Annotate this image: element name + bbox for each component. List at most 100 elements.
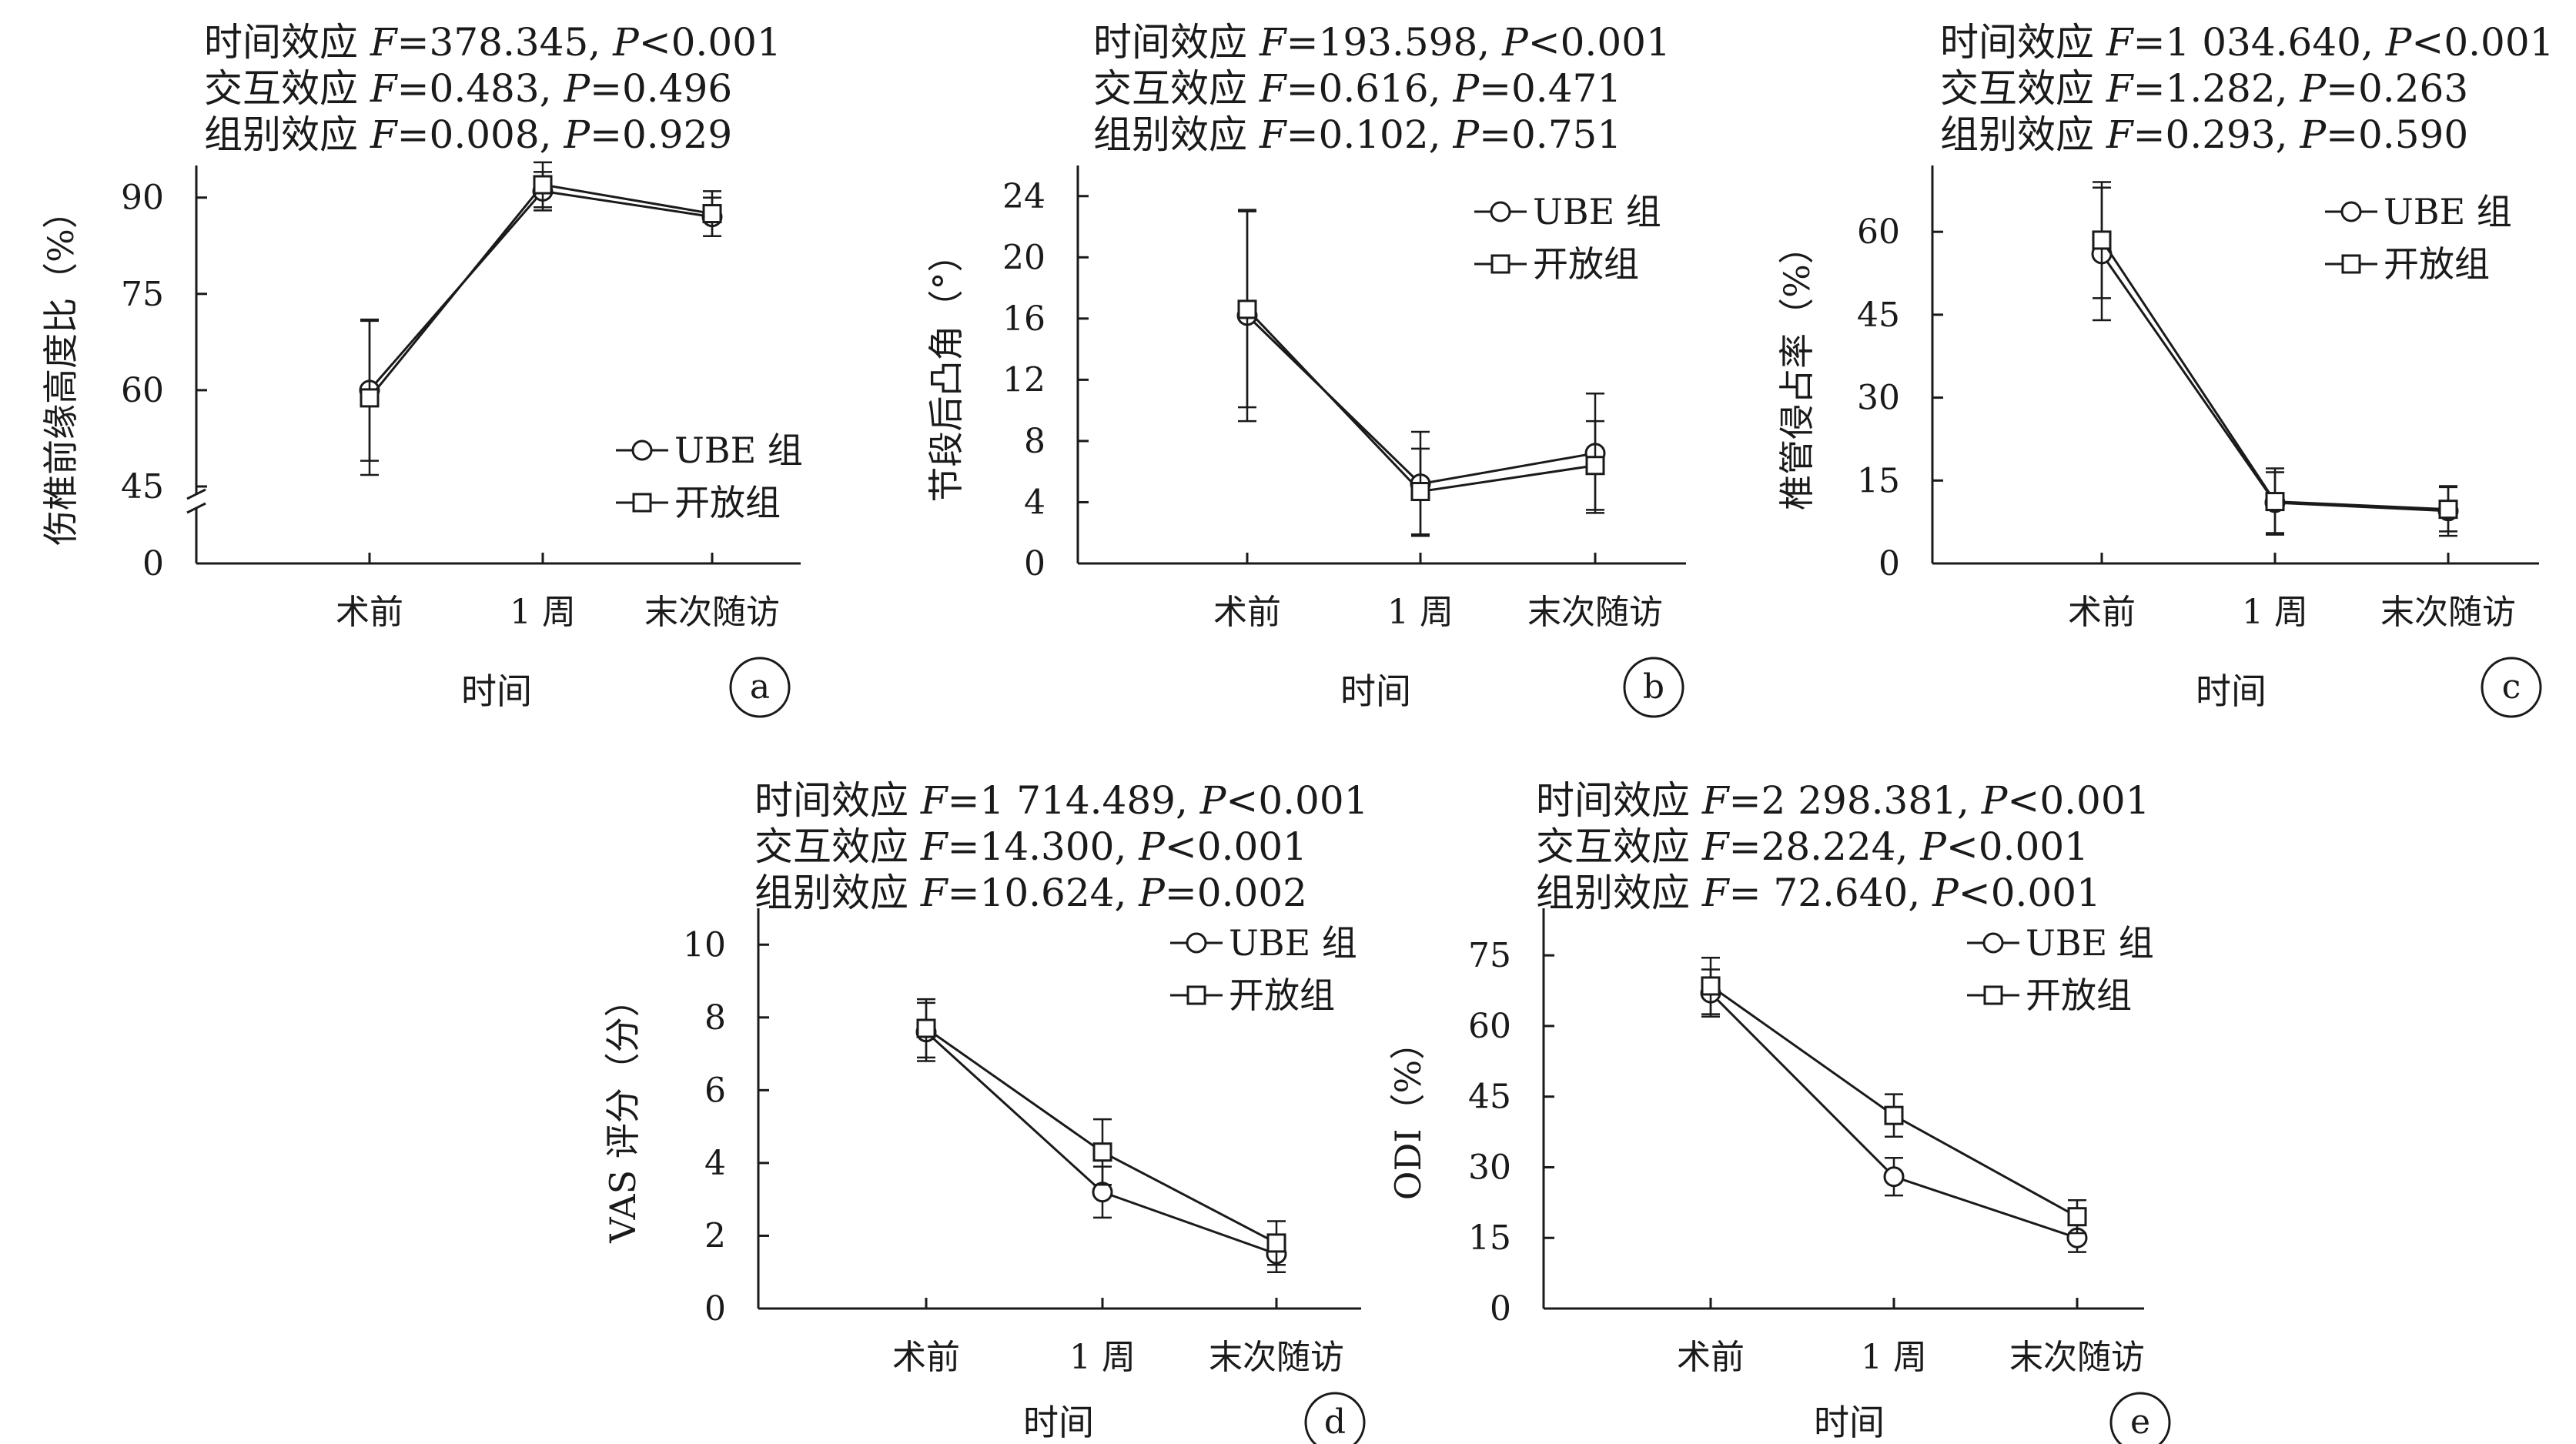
y-tick-label: 4 <box>1024 483 1045 522</box>
y-tick-label: 8 <box>1024 422 1045 461</box>
legend-label: 开放组 <box>1533 243 1639 285</box>
stats-annotation-line: 时间效应 F=378.345, P<0.001 <box>204 20 781 65</box>
y-tick-label: 90 <box>121 179 164 218</box>
panel-label-circle <box>729 657 791 718</box>
x-tick-label: 1 周 <box>1069 1338 1136 1377</box>
y-tick-label: 16 <box>1002 299 1045 339</box>
legend-marker <box>1186 985 1206 1005</box>
y-tick-label: 30 <box>1468 1148 1511 1187</box>
x-tick-label: 1 周 <box>1861 1338 1927 1377</box>
y-tick-label: 8 <box>704 998 726 1038</box>
panel-label: d <box>1324 1402 1346 1442</box>
data-point <box>533 175 553 195</box>
y-tick-label: 12 <box>1002 360 1045 399</box>
y-tick-label: 45 <box>1468 1078 1511 1117</box>
stats-annotation-line: 交互效应 F=14.300, P<0.001 <box>754 824 1307 869</box>
data-point <box>1410 482 1430 502</box>
y-axis-label: 节段后凸角（°） <box>925 237 967 503</box>
data-point <box>360 388 380 408</box>
y-tick-label: 60 <box>121 371 164 410</box>
legend-label: UBE 组 <box>2384 191 2512 232</box>
y-tick-label: 75 <box>1468 936 1511 975</box>
y-tick-label: 0 <box>1490 1289 1511 1329</box>
y-tick-label: 60 <box>1857 212 1900 252</box>
y-tick-label: 2 <box>704 1216 726 1255</box>
legend-label: UBE 组 <box>674 430 803 471</box>
x-tick-label: 末次随访 <box>1527 593 1663 632</box>
y-tick-label: 0 <box>704 1289 726 1329</box>
data-point <box>1092 1142 1112 1162</box>
legend-label: 开放组 <box>1229 974 1335 1016</box>
y-tick-label: 0 <box>142 544 164 583</box>
legend-marker <box>1490 201 1511 222</box>
data-point <box>1701 976 1721 996</box>
x-tick-label: 1 周 <box>1387 593 1454 632</box>
legend-marker <box>1982 932 2004 954</box>
panel-label-circle <box>1623 657 1684 718</box>
x-tick-label: 末次随访 <box>1209 1338 1344 1377</box>
legend-label: 开放组 <box>674 482 781 523</box>
stats-annotation-line: 交互效应 F=0.483, P=0.496 <box>204 66 732 111</box>
legend-marker <box>631 440 653 461</box>
stats-annotation-line: 组别效应 F= 72.640, P<0.001 <box>1536 871 2101 915</box>
panel-label-circle <box>2481 657 2542 718</box>
x-tick-label: 术前 <box>1213 593 1281 632</box>
data-point <box>2438 500 2458 520</box>
legend-marker <box>1186 932 1207 954</box>
y-tick-label: 0 <box>1024 544 1045 583</box>
y-axis-label: ODI（%） <box>1387 1025 1429 1200</box>
x-axis-label: 时间 <box>461 670 532 712</box>
series-line <box>925 1027 1277 1245</box>
y-tick-label: 75 <box>121 275 164 314</box>
series-line <box>368 189 713 391</box>
data-point <box>1884 1105 1904 1125</box>
y-tick-label: 30 <box>1857 379 1900 418</box>
x-tick-label: 1 周 <box>510 593 576 632</box>
x-tick-label: 术前 <box>1677 1338 1745 1377</box>
y-tick-label: 15 <box>1857 461 1900 500</box>
data-point <box>1883 1166 1905 1188</box>
data-point <box>916 1018 936 1038</box>
data-point <box>1237 299 1257 319</box>
data-point <box>2092 230 2112 250</box>
stats-annotation-line: 时间效应 F=193.598, P<0.001 <box>1093 20 1671 65</box>
y-tick-label: 20 <box>1002 238 1045 277</box>
data-point <box>1585 456 1605 476</box>
axis-break-mark <box>186 488 206 500</box>
x-axis-label: 时间 <box>1340 670 1411 712</box>
y-tick-label: 4 <box>704 1144 726 1183</box>
stats-annotation-line: 组别效应 F=0.008, P=0.929 <box>204 112 732 157</box>
legend-marker <box>2341 254 2361 274</box>
legend-label: UBE 组 <box>1229 922 1357 964</box>
y-tick-label: 0 <box>1878 544 1900 583</box>
stats-annotation-line: 组别效应 F=0.293, P=0.590 <box>1940 112 2468 157</box>
panel-label: c <box>2502 667 2521 707</box>
stats-annotation-line: 交互效应 F=28.224, P<0.001 <box>1536 824 2089 869</box>
x-axis-label: 时间 <box>1023 1402 1094 1443</box>
panel-label: b <box>1643 667 1664 707</box>
legend-marker <box>1983 985 2003 1005</box>
data-point <box>2265 492 2285 512</box>
y-tick-label: 15 <box>1468 1218 1511 1258</box>
x-axis-label: 时间 <box>1814 1402 1885 1443</box>
legend-label: 开放组 <box>2384 243 2490 285</box>
data-point <box>2067 1207 2087 1227</box>
legend-label: 开放组 <box>2026 974 2132 1016</box>
x-tick-label: 术前 <box>892 1338 960 1377</box>
legend-marker <box>2340 201 2362 222</box>
x-tick-label: 末次随访 <box>2380 593 2516 632</box>
y-tick-label: 60 <box>1468 1007 1511 1046</box>
legend-marker <box>1490 254 1510 274</box>
y-tick-label: 45 <box>1857 296 1900 335</box>
y-tick-label: 45 <box>121 467 164 506</box>
stats-annotation-line: 时间效应 F=1 034.640, P<0.001 <box>1940 20 2554 65</box>
stats-annotation-line: 交互效应 F=0.616, P=0.471 <box>1093 66 1621 111</box>
x-axis-label: 时间 <box>2196 670 2267 712</box>
y-tick-label: 6 <box>704 1071 726 1110</box>
